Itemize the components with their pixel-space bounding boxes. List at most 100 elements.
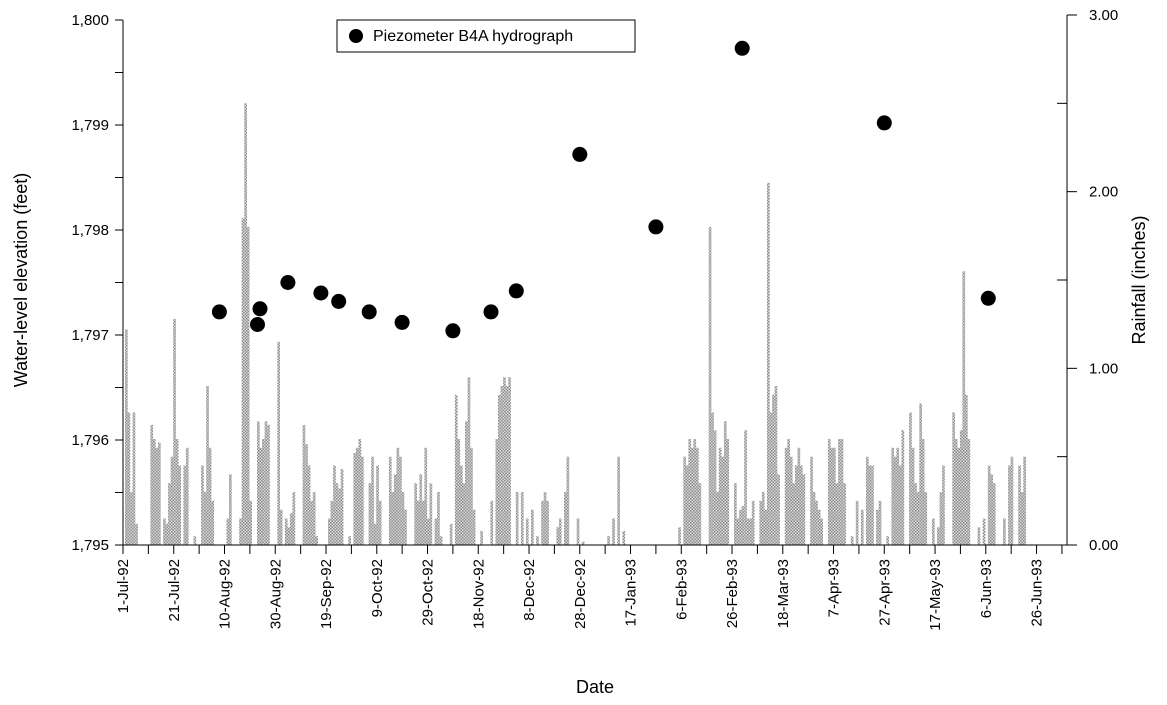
rainfall-bar [1010, 456, 1014, 545]
rainfall-bar [942, 465, 945, 545]
rainfall-bar [855, 500, 859, 545]
rainfall-bar [338, 488, 341, 545]
rainfall-bar [746, 518, 750, 545]
rainfall-bar [987, 465, 991, 545]
rainfall-bar [688, 439, 692, 545]
rainfall-bar [954, 439, 958, 545]
rainfall-bar [558, 518, 562, 545]
rainfall-bar [899, 465, 902, 545]
rainfall-bar [439, 536, 443, 545]
rainfall-bar [749, 518, 752, 545]
rainfall-bar [924, 492, 928, 545]
rainfall-bar [310, 500, 313, 545]
rainfall-bar [292, 492, 296, 545]
rainfall-bar [838, 439, 841, 545]
rainfall-bar [982, 518, 986, 545]
rainfall-bar [784, 447, 788, 545]
rainfall-bar [424, 447, 428, 545]
x-axis-title: Date [576, 677, 614, 697]
rainfall-bar [135, 523, 138, 545]
rainfall-bar [721, 456, 724, 545]
rainfall-bar [480, 530, 483, 545]
rainfall-bar [279, 509, 283, 545]
piezometer-point [331, 293, 347, 309]
rainfall-bar [932, 518, 935, 545]
rainfall-bar [830, 447, 834, 545]
rainfall-bar [348, 536, 351, 545]
rainfall-bar [886, 536, 889, 545]
piezometer-point [313, 285, 329, 301]
rainfall-bar [257, 421, 260, 545]
x-axis-tick-label: 21-Jul-92 [166, 559, 183, 622]
rainfall-bar [328, 518, 331, 545]
rainfall-bar [165, 523, 169, 545]
rainfall-bar [368, 483, 372, 545]
rainfall-bar [622, 530, 626, 545]
rainfall-bar [525, 518, 529, 545]
rainfall-bar [208, 447, 212, 545]
rainfall-bar [860, 509, 864, 545]
rainfall-bar [1018, 465, 1021, 545]
rainfall-bar [391, 492, 395, 545]
piezometer-point [280, 275, 296, 290]
right-axis: 0.00 1.00 2.00 3.00 [1057, 7, 1118, 554]
rainfall-bar [503, 377, 506, 545]
rainfall-bar [500, 386, 504, 545]
rainfall-bar [211, 500, 214, 545]
rainfall-bar [937, 527, 940, 545]
x-axis-tick-label: 10-Aug-92 [217, 559, 234, 629]
rainfall-bar [962, 271, 966, 545]
rainfall-bar [495, 439, 499, 545]
rainfall-bar [201, 465, 204, 545]
rainfall-bar [566, 456, 570, 545]
rainfall-bar [716, 492, 719, 545]
rainfall-bar [792, 483, 796, 545]
x-axis-tick-label: 1-Jul-92 [115, 559, 132, 613]
rainfall-bar [531, 509, 534, 545]
rainfall-bar [744, 430, 747, 545]
rainfall-bar [454, 394, 458, 545]
rainfall-bar [158, 442, 161, 545]
x-axis-tick-label: 9-Oct-92 [369, 559, 386, 617]
rainfall-bar [437, 492, 440, 545]
rainfall-bar [901, 430, 905, 545]
piezometer-point [483, 304, 499, 320]
rainfall-bar [952, 412, 955, 545]
rainfall-bar [718, 447, 722, 545]
rainfall-bar [708, 227, 712, 545]
rainfall-bar [307, 465, 311, 545]
rainfall-bar [787, 439, 790, 545]
rainfall-bar [353, 453, 357, 545]
x-axis-tick-label: 27-Apr-93 [876, 559, 893, 626]
rainfall-bar [373, 523, 377, 545]
x-axis-tick-label: 6-Jun-93 [978, 559, 995, 618]
rainfall-bar [427, 518, 430, 545]
rainfall-bar [150, 424, 154, 545]
piezometer-point [734, 40, 750, 56]
piezometer-point [361, 304, 377, 320]
x-axis-tick-label: 18-Nov-92 [470, 559, 487, 629]
piezometer-point [648, 219, 664, 235]
rainfall-bar [515, 492, 519, 545]
rainfall-bar [543, 492, 547, 545]
rainfall-bar [404, 509, 407, 545]
rainfall-bar [812, 492, 816, 545]
rainfall-bar [289, 513, 293, 545]
rainfall-bar [505, 386, 509, 545]
rainfall-bar [957, 447, 960, 545]
rainfall-bar [178, 465, 181, 545]
rainfall-bar [287, 527, 291, 545]
legend-label: Piezometer B4A hydrograph [373, 28, 573, 45]
piezometer-point [211, 304, 227, 320]
right-axis-title: Rainfall (inches) [1129, 215, 1149, 344]
right-axis-tick-label: 1.00 [1089, 360, 1118, 377]
rainfall-bar [449, 523, 453, 545]
rainfall-bar [564, 492, 567, 545]
rainfall-bar [546, 500, 549, 545]
rainfall-bar [305, 444, 308, 545]
rainfall-bar [414, 483, 417, 545]
rainfall-bar [723, 421, 727, 545]
x-axis-tick-label: 26-Jun-93 [1029, 559, 1046, 627]
rainfall-bar [878, 500, 882, 545]
rainfall-bar [399, 456, 402, 545]
